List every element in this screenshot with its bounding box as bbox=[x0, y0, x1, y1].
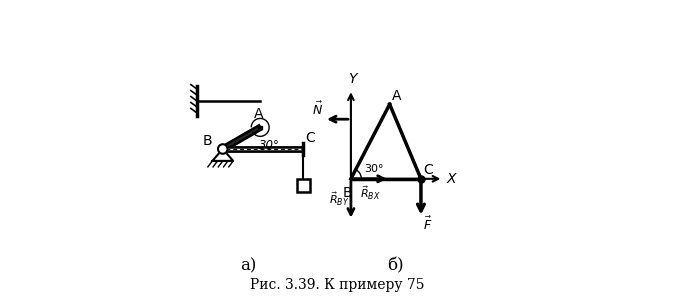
Text: C: C bbox=[306, 131, 315, 145]
Text: A: A bbox=[254, 108, 263, 122]
Circle shape bbox=[218, 144, 227, 154]
Text: B: B bbox=[343, 186, 353, 200]
Bar bbox=[259, 126, 262, 129]
Text: б): б) bbox=[387, 257, 404, 274]
Text: Рис. 3.39. К примеру 75: Рис. 3.39. К примеру 75 bbox=[250, 278, 425, 292]
Text: 30°: 30° bbox=[364, 164, 384, 174]
Text: A: A bbox=[392, 89, 402, 103]
Text: $\vec{F}$: $\vec{F}$ bbox=[423, 216, 433, 233]
Text: $\vec{R}_{BX}$: $\vec{R}_{BX}$ bbox=[360, 184, 381, 202]
Text: Y: Y bbox=[348, 72, 356, 86]
Text: а): а) bbox=[240, 257, 256, 274]
Text: $\vec{N}$: $\vec{N}$ bbox=[312, 100, 323, 118]
Polygon shape bbox=[223, 147, 303, 151]
Text: B: B bbox=[202, 134, 213, 148]
Polygon shape bbox=[221, 125, 261, 151]
Text: $\vec{R}_{BY}$: $\vec{R}_{BY}$ bbox=[329, 191, 350, 208]
Text: X: X bbox=[446, 172, 456, 186]
Text: C: C bbox=[423, 163, 433, 177]
Bar bbox=[296, 179, 310, 192]
Text: 30°: 30° bbox=[259, 139, 279, 152]
